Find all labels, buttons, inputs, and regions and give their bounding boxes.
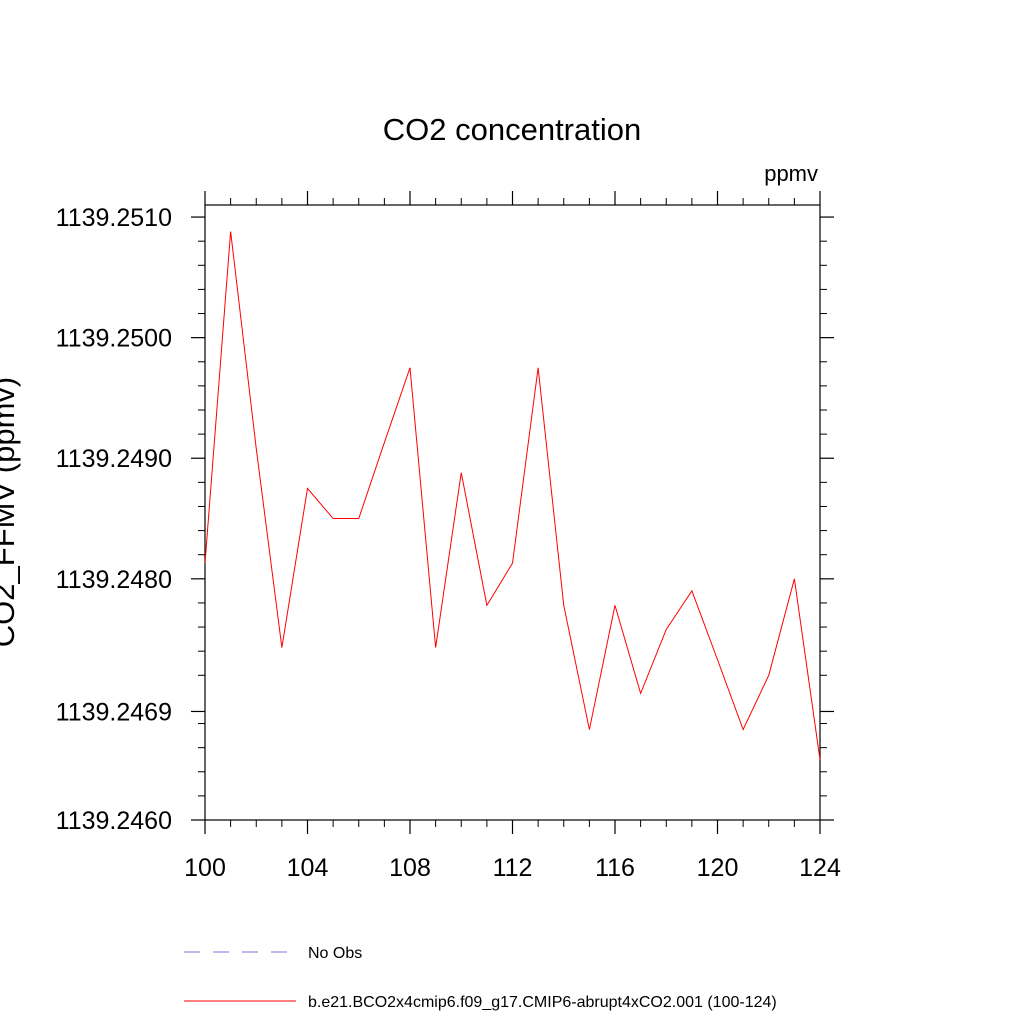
y-tick-label: 1139.2490 [56,445,172,473]
chart-title: CO2 concentration [383,112,641,147]
x-tick-label: 116 [595,854,635,882]
y-tick-label: 1139.2460 [56,807,172,835]
legend-label-1: b.e21.BCO2x4cmip6.f09_g17.CMIP6-abrupt4x… [308,994,777,1011]
plot-marks: 100 104 108 112 116 120 124 1139.2460 1139.2469 1… [56,191,841,1011]
x-tick-label: 120 [697,854,739,882]
y-axis-label: CO2_FFMV (ppmv) [0,377,21,647]
y-tick-label: 1139.2469 [56,698,172,726]
y-tick-label: 1139.2480 [56,566,172,594]
y-tick-label: 1139.2500 [56,325,172,353]
x-tick-label: 100 [184,854,226,882]
series-line-0 [204,231,821,760]
units-label: ppmv [764,161,818,186]
x-tick-label: 124 [799,854,841,882]
x-tick-label: 108 [389,854,431,882]
plot-frame [204,204,821,821]
x-tick-label: 104 [287,854,329,882]
legend-label-0: No Obs [308,945,362,962]
y-tick-label: 1139.2510 [56,204,172,232]
x-tick-label: 112 [493,854,533,882]
